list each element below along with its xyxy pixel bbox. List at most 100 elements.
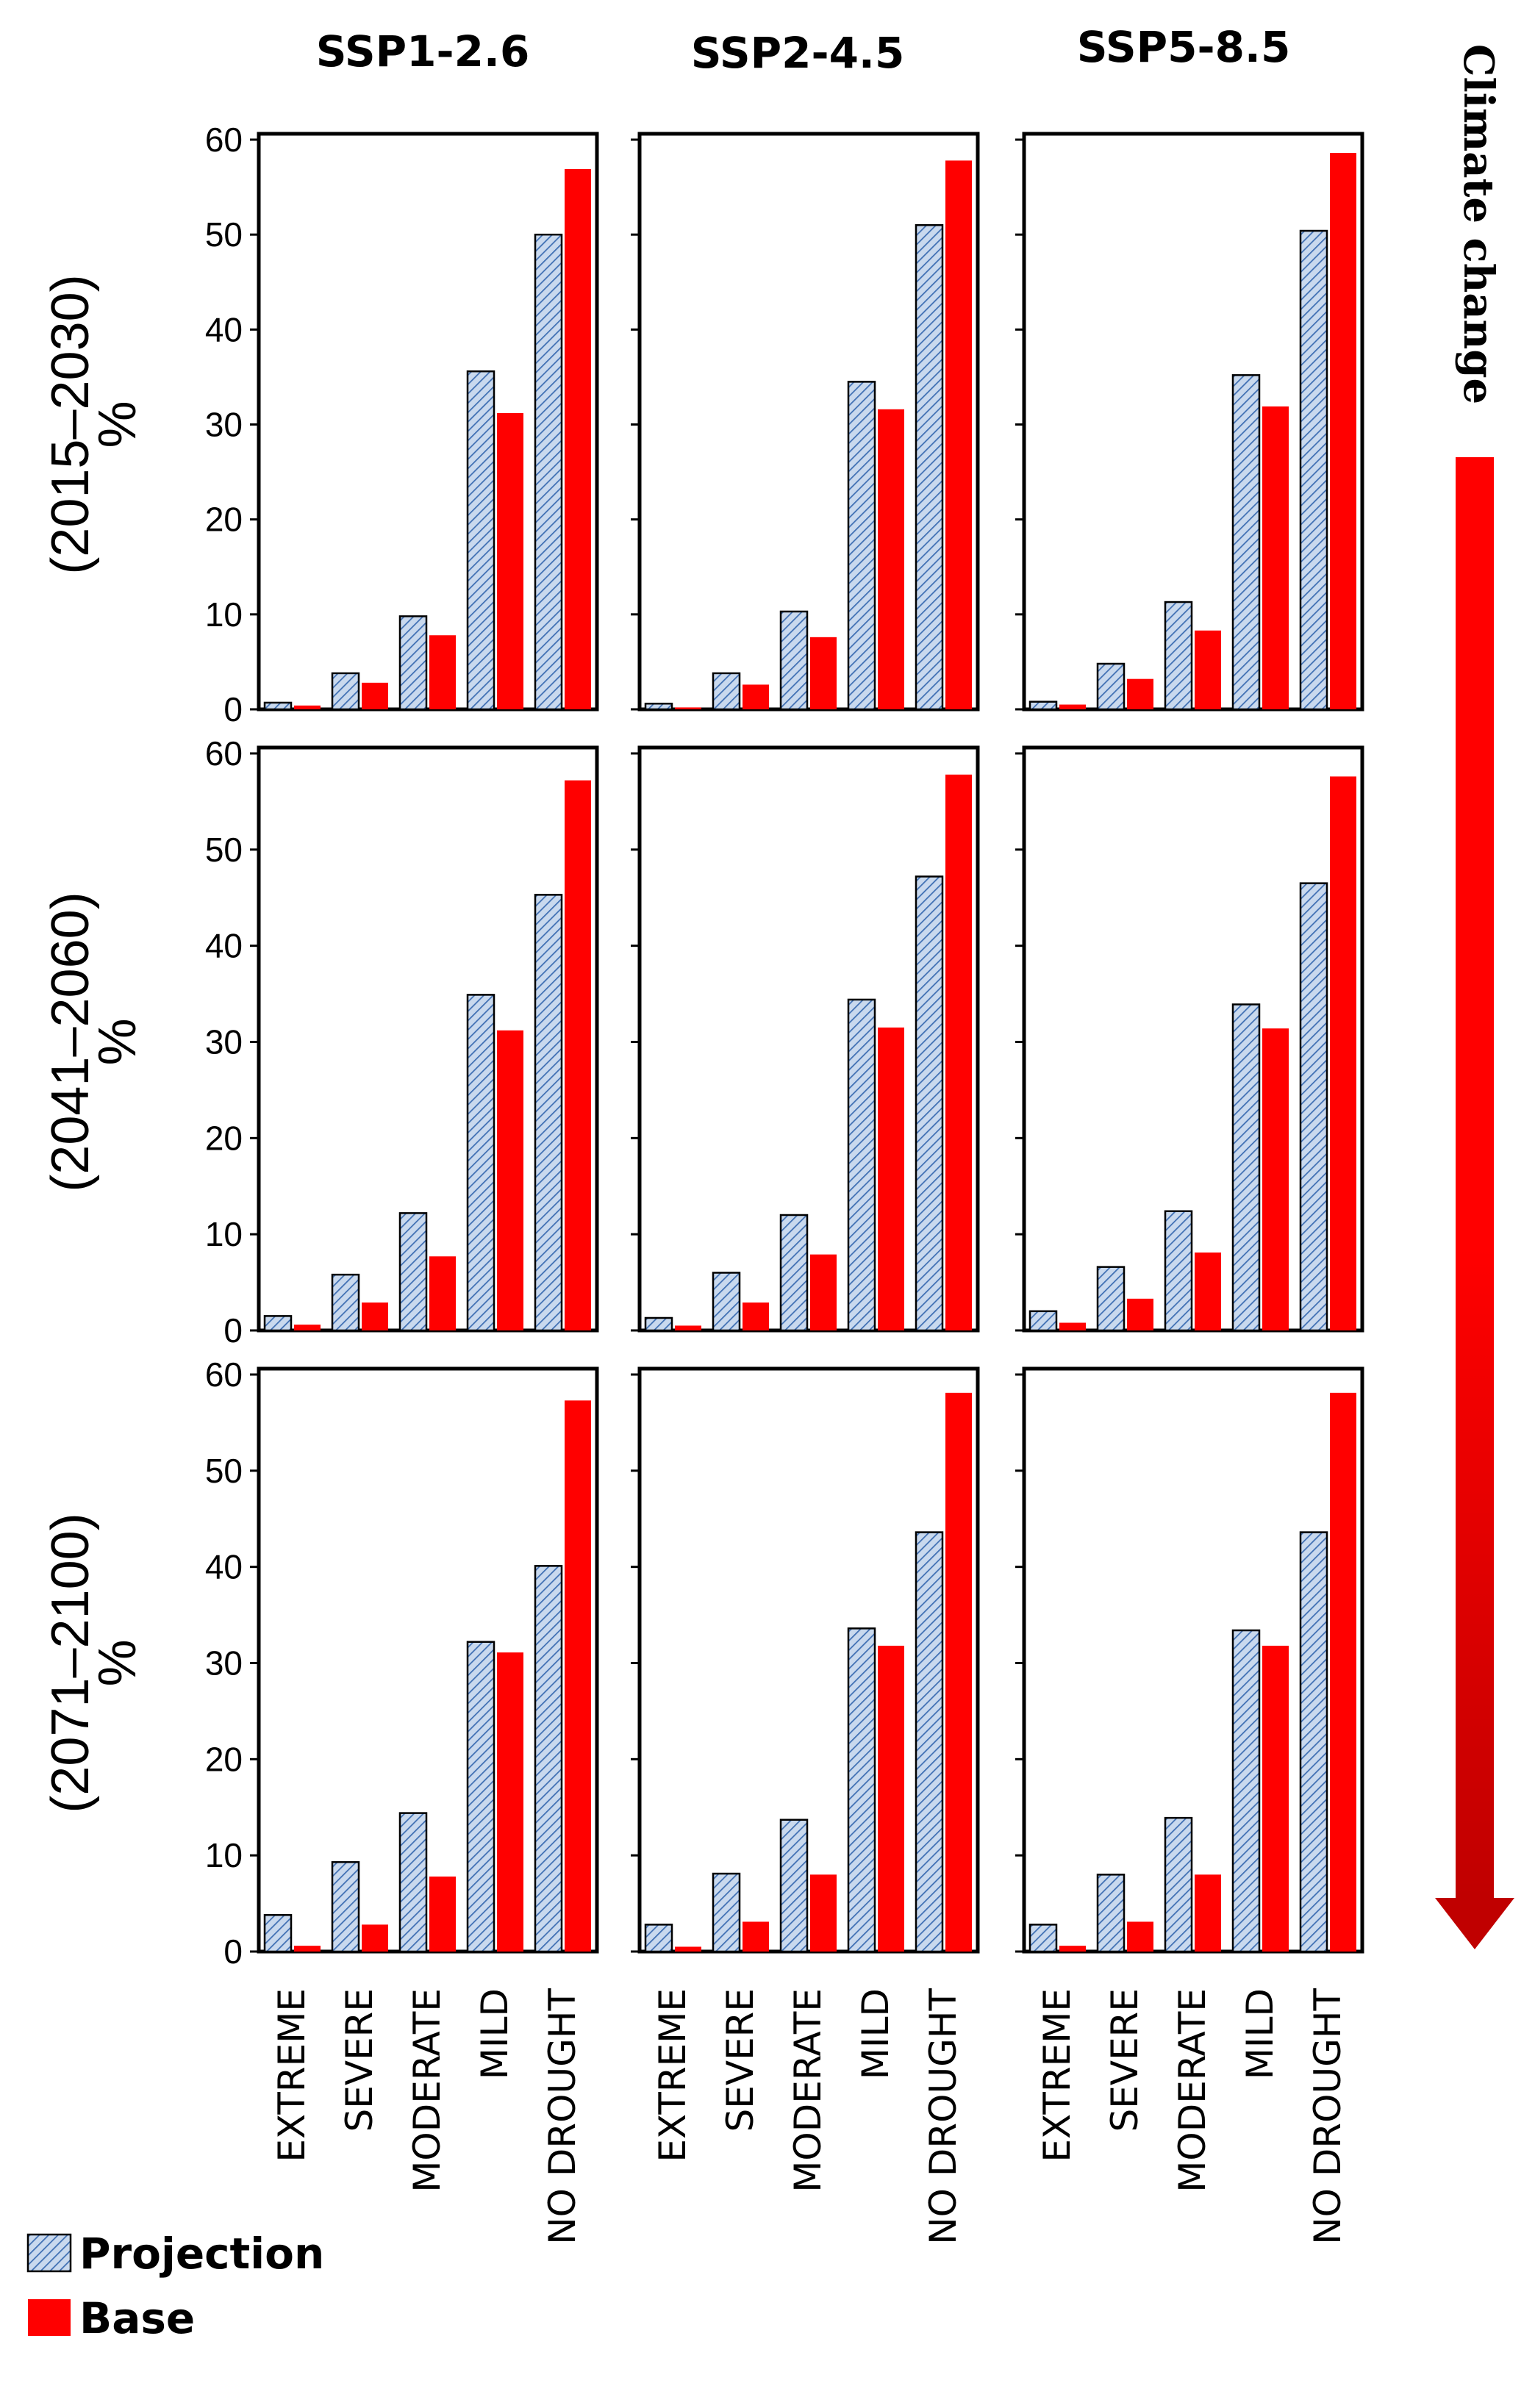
base-bar-no-drought xyxy=(1330,153,1356,710)
y-tick-label: 0 xyxy=(223,1311,243,1350)
base-bar-extreme xyxy=(294,1325,321,1330)
y-tick-label: 40 xyxy=(205,927,243,965)
panel-frame xyxy=(1022,132,1364,712)
projection-bar-severe xyxy=(1096,1874,1126,1953)
y-tick-label: 30 xyxy=(205,406,243,444)
category-label: EXTREME xyxy=(651,1988,694,2162)
base-bar-severe xyxy=(362,1302,388,1330)
base-bar-extreme xyxy=(675,707,701,709)
panel-r3-c2: EXTREME SEVERE MODERATE MILD NO DROUGHT xyxy=(631,1366,980,2245)
category-label: SEVERE xyxy=(719,1988,762,2132)
projection-bar-moderate xyxy=(779,1214,809,1332)
base-bar-extreme xyxy=(1059,704,1086,709)
y-tick-label: 50 xyxy=(205,831,243,869)
row-label-2: (2041–2060)% xyxy=(41,892,147,1192)
projection-bar-extreme xyxy=(263,1315,293,1332)
panel-r3-c1: 0 10 20 30 40 50 60 EXTREME SEVERE MODERATE MILD NO… xyxy=(205,1355,599,2245)
y-tick-label: 10 xyxy=(205,1215,243,1253)
row-period-label: (2015–2030) xyxy=(41,274,100,574)
base-bar-mild xyxy=(497,413,523,709)
legend: Projection Base xyxy=(26,2229,324,2343)
climate-change-label: Climate change xyxy=(1454,44,1503,404)
panel-frame xyxy=(1022,1366,1364,1954)
panel-frame xyxy=(637,745,980,1333)
base-bar-severe xyxy=(1127,1921,1153,1952)
base-bar-moderate xyxy=(1195,630,1221,709)
panel-r1-c1: 0 10 20 30 40 50 60 xyxy=(205,121,599,728)
projection-bar-extreme xyxy=(1028,700,1058,711)
category-label: SEVERE xyxy=(338,1988,381,2132)
projection-bar-extreme xyxy=(644,1316,673,1332)
projection-bar-moderate xyxy=(1164,601,1193,711)
projection-bar-no-drought xyxy=(915,1531,944,1953)
panel-r2-c1: 0 10 20 30 40 50 60 xyxy=(205,734,599,1350)
projection-bar-severe xyxy=(331,1861,360,1953)
category-label: SEVERE xyxy=(1103,1988,1146,2132)
projection-bar-extreme xyxy=(1028,1924,1058,1953)
projection-bar-extreme xyxy=(263,1914,293,1953)
base-bar-extreme xyxy=(294,1946,321,1952)
projection-bar-extreme xyxy=(263,701,293,711)
panel-frame xyxy=(637,1366,980,1954)
y-tick-label: 40 xyxy=(205,1548,243,1586)
category-label: MILD xyxy=(854,1988,897,2079)
base-bar-severe xyxy=(1127,678,1153,709)
y-tick-label: 20 xyxy=(205,1119,243,1157)
row-label-3: (2071–2100)% xyxy=(41,1513,147,1813)
y-tick-label: 20 xyxy=(205,1740,243,1778)
arrow-head-icon xyxy=(1435,1898,1514,1949)
panel-frame xyxy=(257,1366,599,1954)
projection-bar-no-drought xyxy=(534,233,563,711)
panel-frame xyxy=(257,745,599,1333)
projection-bar-extreme xyxy=(644,703,673,711)
panel-frame xyxy=(257,132,599,712)
base-bar-moderate xyxy=(429,635,456,709)
projection-bar-mild xyxy=(1231,1003,1261,1332)
y-tick-label: 0 xyxy=(223,1932,243,1971)
category-label: MODERATE xyxy=(787,1988,829,2193)
panel-r3-c3: EXTREME SEVERE MODERATE MILD NO DROUGHT xyxy=(1015,1366,1364,2245)
column-title-3: SSP5-8.5 xyxy=(1077,22,1291,72)
base-bar-no-drought xyxy=(1330,776,1356,1330)
base-bar-no-drought xyxy=(565,780,591,1330)
plot-area: 0 10 20 30 40 50 60 0 10 20 30 40 50 60 0 10 20 30 40 50 60 E… xyxy=(205,121,1364,2245)
base-bar-mild xyxy=(878,1027,904,1330)
projection-bar-no-drought xyxy=(534,1565,563,1953)
projection-bar-no-drought xyxy=(1299,882,1328,1332)
projection-bar-moderate xyxy=(1164,1210,1193,1332)
base-bar-moderate xyxy=(429,1256,456,1330)
row-period-label: (2041–2060) xyxy=(41,892,100,1192)
panel-r1-c3 xyxy=(1015,132,1364,712)
category-label: NO DROUGHT xyxy=(541,1988,584,2245)
projection-bar-no-drought xyxy=(1299,1531,1328,1953)
y-tick-label: 60 xyxy=(205,1355,243,1394)
y-tick-label: 50 xyxy=(205,1452,243,1490)
projection-bar-severe xyxy=(712,1272,741,1332)
base-bar-mild xyxy=(497,1030,523,1330)
projection-bar-moderate xyxy=(398,1212,428,1332)
projection-bar-extreme xyxy=(1028,1310,1058,1332)
category-label: MILD xyxy=(1239,1988,1281,2079)
projection-bar-moderate xyxy=(398,615,428,711)
projection-bar-severe xyxy=(1096,662,1126,711)
category-label: MILD xyxy=(473,1988,516,2079)
base-bar-extreme xyxy=(675,1325,701,1330)
y-tick-label: 30 xyxy=(205,1644,243,1683)
legend-swatch-base xyxy=(28,2299,71,2336)
panel-r2-c2 xyxy=(631,745,980,1333)
projection-bar-moderate xyxy=(398,1812,428,1953)
y-tick-label: 50 xyxy=(205,215,243,254)
base-bar-severe xyxy=(743,1302,769,1330)
row-unit-label: % xyxy=(88,401,147,448)
projection-bar-extreme xyxy=(644,1924,673,1953)
category-label: EXTREME xyxy=(271,1988,313,2162)
panel-frame xyxy=(1022,745,1364,1333)
arrow-shaft xyxy=(1456,457,1494,1898)
projection-bar-no-drought xyxy=(915,875,944,1332)
y-tick-label: 60 xyxy=(205,734,243,773)
base-bar-mild xyxy=(878,409,904,709)
projection-bar-no-drought xyxy=(1299,229,1328,711)
projection-bar-moderate xyxy=(1164,1816,1193,1953)
y-tick-label: 40 xyxy=(205,310,243,348)
